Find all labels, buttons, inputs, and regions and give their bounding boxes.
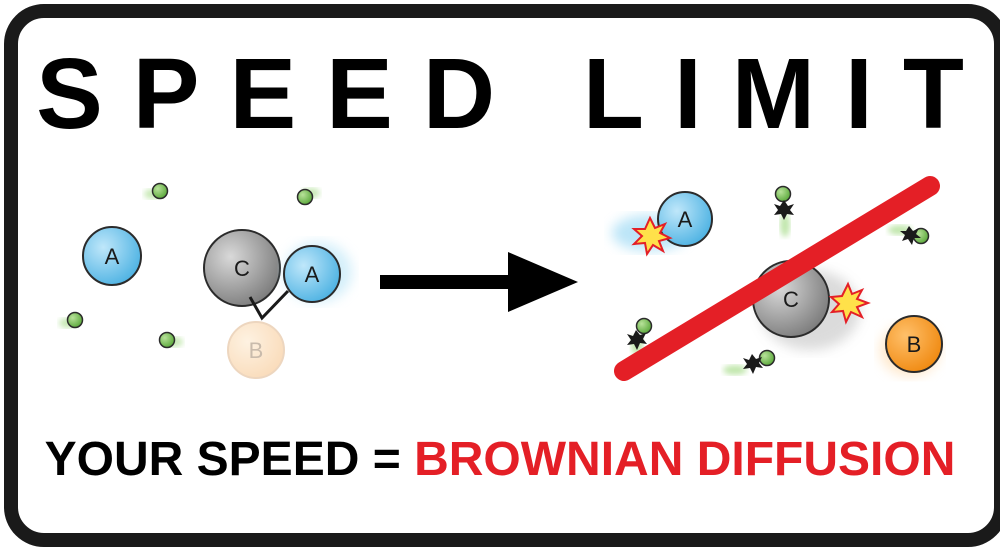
molecule-c-label: C [234, 256, 250, 281]
arrow-icon [380, 252, 578, 312]
collision-burst-icon [631, 215, 673, 257]
left-small-particle [59, 311, 84, 329]
molecule-c-right: C [752, 260, 871, 350]
collision-burst-icon [774, 200, 794, 220]
molecule-b-label: B [249, 338, 264, 363]
molecule-c-left: C [203, 229, 281, 307]
molecule-a-bound: A [283, 242, 352, 303]
left-small-particle [296, 188, 320, 206]
right-small-particle [774, 185, 794, 237]
right-small-particle [888, 225, 930, 245]
molecule-a-right: A [612, 191, 713, 257]
left-small-particle [144, 182, 169, 200]
speed-statement-value: BROWNIAN DIFFUSION [414, 433, 956, 486]
molecule-b-faded: B [227, 321, 285, 379]
molecule-a-left: A [82, 226, 142, 286]
collision-burst-icon [900, 226, 921, 245]
strike-through-line [614, 176, 940, 381]
molecule-c-label: C [783, 287, 799, 312]
molecule-b-right: B [880, 315, 943, 376]
right-small-particle [723, 349, 776, 375]
molecule-a-label: A [105, 244, 120, 269]
speed-statement-prefix: YOUR SPEED = [44, 433, 415, 486]
left-small-particle [158, 331, 183, 349]
molecule-a-label: A [678, 207, 693, 232]
molecule-b-label: B [907, 332, 922, 357]
collision-burst-icon [743, 354, 763, 374]
collision-burst-icon [828, 281, 871, 325]
molecule-a-label: A [305, 262, 320, 287]
sign-title: SPEED LIMIT [36, 38, 994, 150]
reaction-hook [248, 289, 290, 321]
speed-statement: YOUR SPEED = BROWNIAN DIFFUSION [0, 436, 1000, 484]
collision-burst-icon [627, 330, 647, 350]
